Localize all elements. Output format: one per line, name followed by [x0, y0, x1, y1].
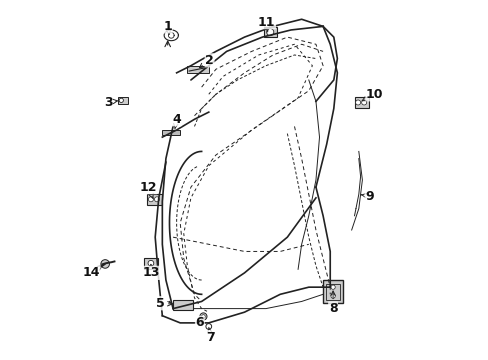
- Text: 9: 9: [361, 190, 373, 203]
- Text: 6: 6: [195, 316, 204, 329]
- Text: 8: 8: [328, 291, 337, 315]
- Bar: [354, 97, 368, 108]
- Bar: [147, 194, 162, 205]
- Bar: [173, 300, 192, 310]
- Circle shape: [201, 315, 205, 318]
- Text: 14: 14: [82, 265, 102, 279]
- Text: 1: 1: [163, 20, 172, 34]
- Circle shape: [119, 98, 123, 103]
- Circle shape: [148, 197, 153, 202]
- Circle shape: [330, 285, 335, 289]
- Circle shape: [101, 260, 109, 268]
- Circle shape: [361, 100, 366, 105]
- Circle shape: [154, 197, 159, 202]
- Bar: [323, 280, 342, 303]
- Text: 4: 4: [172, 113, 181, 129]
- Circle shape: [355, 100, 360, 105]
- Text: 5: 5: [156, 297, 172, 310]
- Text: 13: 13: [142, 264, 159, 279]
- Circle shape: [330, 294, 335, 298]
- Text: 10: 10: [362, 88, 383, 101]
- Bar: [143, 258, 158, 269]
- Bar: [162, 130, 180, 135]
- Text: 11: 11: [257, 15, 275, 32]
- Bar: [187, 66, 208, 73]
- Text: 2: 2: [199, 54, 214, 68]
- Circle shape: [266, 28, 273, 36]
- Circle shape: [200, 313, 206, 320]
- Text: 3: 3: [103, 96, 117, 109]
- Text: 12: 12: [139, 181, 157, 198]
- Bar: [264, 27, 276, 37]
- Bar: [325, 284, 340, 300]
- Text: 7: 7: [206, 327, 215, 344]
- Circle shape: [148, 260, 153, 266]
- Bar: [118, 97, 127, 104]
